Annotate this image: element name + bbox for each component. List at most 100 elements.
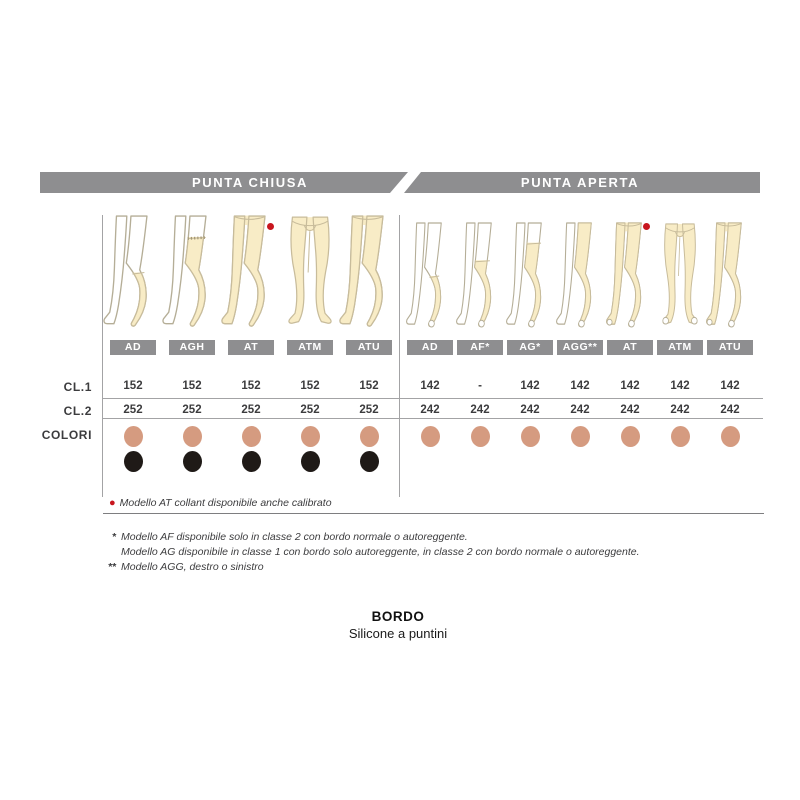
open-toe-title: PUNTA APERTA (520, 175, 640, 190)
closed-toe-header-bar (40, 172, 408, 193)
table-bottom-rule (103, 513, 764, 514)
leg-illustration (162, 215, 207, 327)
figure-AGH-closed (161, 214, 223, 331)
color-dot-skin (470, 426, 490, 447)
red-note-text: Modello AT collant disponibile anche cal… (119, 497, 332, 509)
figure-AT-closed (220, 214, 282, 331)
cl1-value: 142 (620, 380, 640, 392)
model-header-ATM: ATM (657, 340, 703, 355)
footnote-1-marker: * (111, 531, 116, 543)
rule-under-cl2 (103, 418, 763, 419)
color-dot-skin (182, 426, 202, 447)
cl2-value: 252 (300, 404, 320, 416)
model-header-AD: AD (407, 340, 453, 355)
color-dot-skin (620, 426, 640, 447)
calibrato-red-dot-icon (643, 223, 650, 230)
leg-illustration (555, 222, 592, 328)
footnote-3-text: Modello AGG, destro o sinistro (121, 561, 264, 573)
cl2-value: 242 (720, 404, 740, 416)
cl2-value: 252 (359, 404, 379, 416)
row-label-colori: COLORI (41, 428, 92, 442)
figure-AT-open (605, 221, 655, 331)
cl1-value: 152 (182, 380, 202, 392)
model-header-AG: AG* (507, 340, 553, 355)
figure-AD-closed (102, 214, 164, 331)
cl2-value: 252 (182, 404, 202, 416)
red-note: ● Modello AT collant disponibile anche ca… (109, 497, 332, 509)
color-dot-black (300, 451, 320, 472)
cl1-value: - (478, 380, 482, 392)
figure-AD-open (405, 221, 455, 331)
cl1-value: 142 (670, 380, 690, 392)
leg-illustration (339, 215, 384, 327)
color-dot-skin (670, 426, 690, 447)
color-dot-skin (241, 426, 261, 447)
row-label-cl1: CL.1 (63, 380, 92, 394)
footer-title: BORDO (371, 609, 425, 624)
cl2-value: 242 (620, 404, 640, 416)
row-label-cl2: CL.2 (63, 404, 92, 418)
figure-AGG-open (555, 221, 605, 331)
red-bullet-icon: ● (109, 497, 116, 509)
footnote-2-text: Modello AG disponibile in classe 1 con b… (121, 546, 640, 558)
model-header-AD: AD (110, 340, 156, 355)
model-header-AGH: AGH (169, 340, 215, 355)
figure-ATU-closed (338, 214, 400, 331)
figure-ATM-closed (279, 214, 341, 331)
footnote-1-text: Modello AF disponibile solo in classe 2 … (121, 531, 468, 543)
leg-illustration (455, 222, 492, 328)
color-dot-skin (420, 426, 440, 447)
figure-ATM-open (655, 221, 705, 331)
cl1-value: 142 (520, 380, 540, 392)
leg-illustration (605, 222, 642, 328)
cl1-value: 152 (241, 380, 261, 392)
cl2-value: 242 (670, 404, 690, 416)
color-dot-black (182, 451, 202, 472)
table-left-border (102, 215, 103, 497)
cl2-value: 252 (241, 404, 261, 416)
color-dot-skin (720, 426, 740, 447)
rule-under-cl1 (103, 398, 763, 399)
figure-AF-open (455, 221, 505, 331)
model-header-ATU: ATU (346, 340, 392, 355)
cl1-value: 152 (300, 380, 320, 392)
color-dot-black (359, 451, 379, 472)
color-dot-black (241, 451, 261, 472)
leg-illustration (505, 222, 542, 328)
footnote-3: ** Modello AGG, destro o sinistro (100, 561, 264, 573)
color-dot-skin (300, 426, 320, 447)
table-center-divider (399, 215, 400, 497)
model-header-AF: AF* (457, 340, 503, 355)
footnote-1: * Modello AF disponibile solo in classe 2… (100, 531, 468, 543)
color-dot-skin (520, 426, 540, 447)
leg-illustration (221, 215, 266, 327)
footnote-2: Modello AG disponibile in classe 1 con b… (100, 546, 640, 558)
cl2-value: 242 (520, 404, 540, 416)
footnote-3-marker: ** (107, 561, 116, 573)
model-header-AT: AT (228, 340, 274, 355)
color-dot-black (123, 451, 143, 472)
cl2-value: 242 (570, 404, 590, 416)
calibrato-red-dot-icon (267, 223, 274, 230)
cl1-value: 152 (359, 380, 379, 392)
cl1-value: 142 (720, 380, 740, 392)
figure-AG-open (505, 221, 555, 331)
cl1-value: 152 (123, 380, 143, 392)
leg-illustration (405, 222, 442, 328)
cl1-value: 142 (420, 380, 440, 392)
cl2-value: 242 (420, 404, 440, 416)
closed-toe-title: PUNTA CHIUSA (192, 175, 308, 190)
footer-subtitle: Silicone a puntini (348, 626, 448, 641)
color-dot-skin (359, 426, 379, 447)
leg-illustration (103, 215, 148, 327)
color-dot-skin (123, 426, 143, 447)
model-header-ATM: ATM (287, 340, 333, 355)
cl1-value: 142 (570, 380, 590, 392)
figure-ATU-open (705, 221, 755, 331)
cl2-value: 242 (470, 404, 490, 416)
leg-illustration (288, 216, 332, 324)
model-header-ATU: ATU (707, 340, 753, 355)
leg-illustration (705, 222, 742, 328)
color-dot-skin (570, 426, 590, 447)
